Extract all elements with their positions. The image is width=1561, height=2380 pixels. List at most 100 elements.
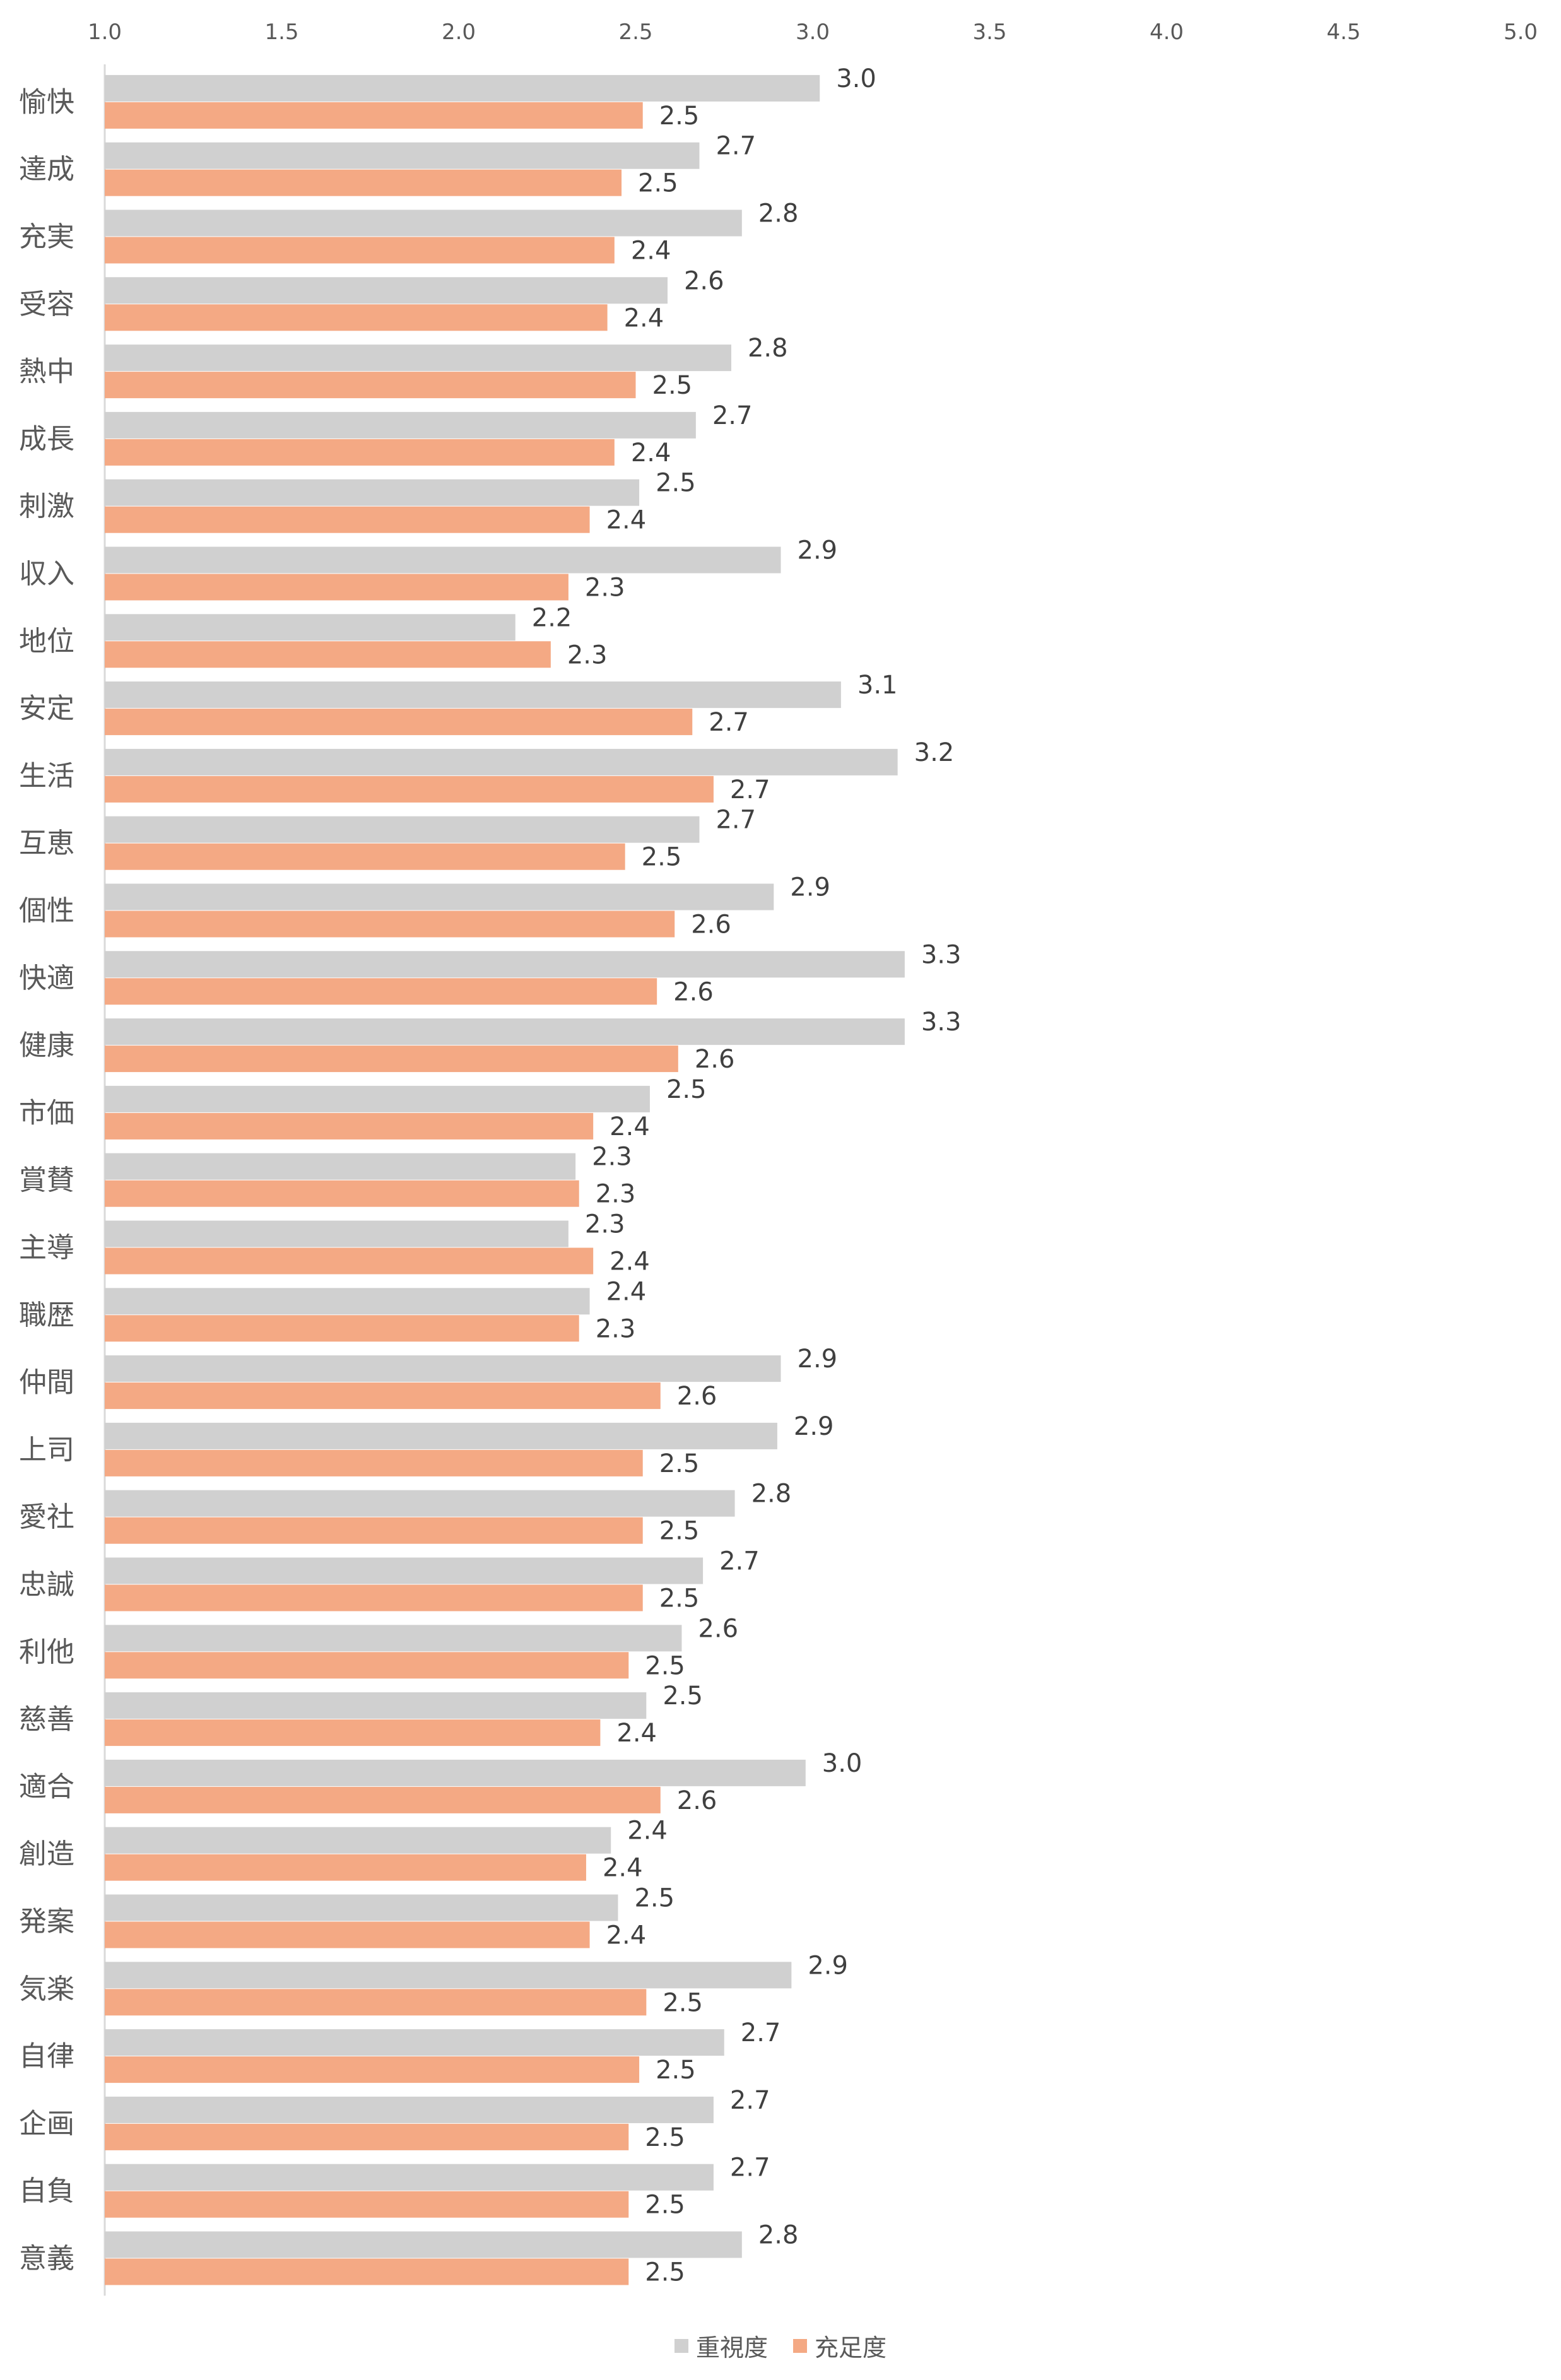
satisfaction-value-label: 2.4 [631,439,671,468]
importance-value-label: 2.5 [666,1075,707,1104]
importance-bar [105,345,731,372]
category-label: 主導 [19,1232,74,1264]
importance-bar [105,1288,590,1315]
category-label: 意義 [19,2242,74,2275]
importance-bar [105,74,820,102]
satisfaction-value-label: 2.6 [673,977,714,1006]
category-label: 愉快 [19,86,74,118]
importance-value-label: 2.5 [663,1682,703,1711]
satisfaction-value-label: 2.5 [638,169,678,198]
satisfaction-bar [105,1517,643,1544]
satisfaction-bar [105,843,625,870]
category-label: 創造 [19,1838,74,1870]
importance-bar [105,1557,704,1584]
satisfaction-value-label: 2.4 [624,303,664,333]
legend-label-importance: 重視度 [695,2334,768,2362]
importance-value-label: 2.4 [627,1817,668,1846]
importance-value-label: 2.2 [532,603,572,632]
category-label: 達成 [19,153,74,186]
satisfaction-bar [105,237,615,264]
importance-value-label: 2.4 [606,1277,647,1306]
category-label: 慈善 [19,1704,74,1736]
importance-bar [105,1759,806,1786]
category-label: 自負 [19,2175,74,2207]
category-label: 快適 [19,962,74,994]
satisfaction-bar [105,1247,594,1275]
satisfaction-value-label: 2.3 [567,640,608,669]
satisfaction-value-label: 2.5 [642,843,682,872]
importance-bar [105,142,700,169]
satisfaction-bar [105,102,643,129]
importance-bar [105,1827,611,1854]
importance-value-label: 2.9 [798,1345,838,1374]
satisfaction-bar [105,641,551,668]
satisfaction-value-label: 2.5 [645,2258,685,2287]
satisfaction-value-label: 2.5 [656,2056,696,2085]
satisfaction-bar [105,2056,640,2083]
category-label: 職歴 [19,1299,74,1331]
importance-value-label: 2.7 [730,2153,770,2183]
satisfaction-bar [105,1315,579,1342]
satisfaction-bar [105,709,693,736]
importance-bar [105,479,640,506]
category-label: 発案 [19,1906,74,1938]
category-label: 忠誠 [19,1569,74,1601]
satisfaction-value-label: 2.5 [659,1517,700,1546]
satisfaction-value-label: 2.5 [663,1988,703,2017]
category-label: 上司 [19,1434,74,1466]
satisfaction-bar [105,1786,661,1813]
category-label: 賞賛 [19,1164,74,1196]
legend-swatch-satisfaction [793,2338,807,2353]
category-label: 成長 [19,423,74,455]
satisfaction-bar [105,506,590,533]
importance-value-label: 2.8 [758,199,799,228]
satisfaction-bar [105,1584,643,1611]
category-label: 地位 [19,625,74,657]
importance-bar [105,1625,682,1652]
satisfaction-bar [105,1989,647,2016]
category-label: 熱中 [19,356,74,388]
importance-value-label: 2.7 [741,2018,781,2047]
x-tick-label: 3.5 [972,20,1006,45]
satisfaction-bar [105,775,714,803]
x-tick-label: 1.0 [88,20,122,45]
satisfaction-bar [105,2258,629,2285]
satisfaction-bar [105,372,636,399]
satisfaction-value-label: 2.4 [631,237,671,266]
satisfaction-value-label: 2.5 [645,1651,685,1680]
importance-value-label: 2.7 [730,2086,770,2115]
importance-bar [105,1490,735,1517]
satisfaction-value-label: 2.6 [677,1786,717,1815]
importance-value-label: 2.6 [698,1614,738,1643]
satisfaction-value-label: 2.7 [730,775,770,804]
satisfaction-bar [105,1180,579,1207]
legend-swatch-importance [674,2338,688,2353]
importance-bar [105,277,668,304]
satisfaction-bar [105,574,568,601]
satisfaction-bar [105,1449,643,1476]
importance-bar [105,748,898,775]
category-label: 市価 [19,1097,74,1129]
legend-item-satisfaction: 充足度 [793,2328,887,2363]
legend: 重視度 充足度 [0,2328,1561,2363]
importance-bar [105,1085,650,1112]
importance-value-label: 3.3 [921,1008,962,1037]
satisfaction-value-label: 2.5 [645,2123,685,2152]
category-label: 自律 [19,2041,74,2073]
category-label: 受容 [19,288,74,321]
category-label: 健康 [19,1030,74,1062]
importance-bar [105,951,905,978]
satisfaction-bar [105,2191,629,2218]
importance-value-label: 2.8 [758,2221,799,2250]
category-label: 収入 [19,558,74,590]
importance-value-label: 3.3 [921,940,962,969]
legend-label-satisfaction: 充足度 [815,2334,887,2362]
satisfaction-value-label: 2.5 [659,1449,700,1478]
satisfaction-bar [105,439,615,466]
satisfaction-bar [105,1652,629,1679]
importance-value-label: 2.9 [794,1412,834,1441]
category-label: 仲間 [19,1367,74,1399]
x-tick-label: 1.5 [264,20,298,45]
